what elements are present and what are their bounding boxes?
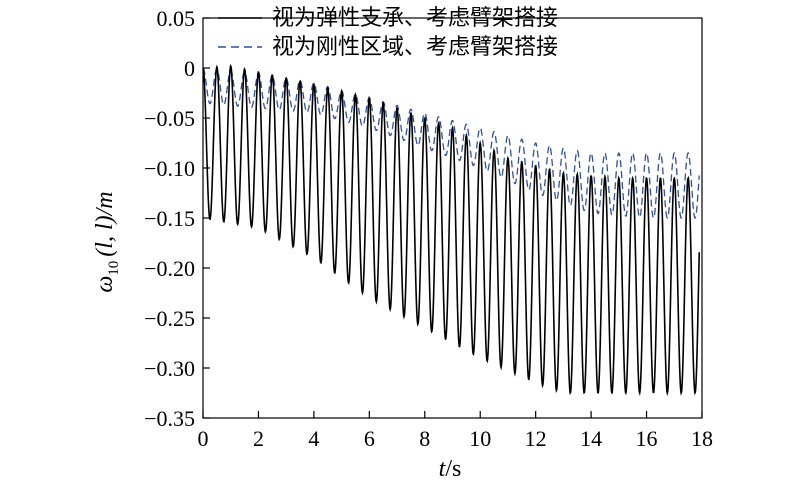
y-tick-label: −0.35: [144, 406, 195, 431]
x-axis-title: t/s: [439, 456, 462, 482]
x-tick-label: 10: [469, 426, 491, 451]
plot-series-group: [202, 63, 701, 397]
y-tick-label: −0.10: [144, 156, 195, 181]
x-tick-label: 2: [253, 426, 264, 451]
series-line-elastic: [202, 63, 701, 397]
y-tick-label: 0: [184, 56, 195, 81]
x-axis-ticks: 0 2 4 6 8 10 12 14 16 18: [198, 411, 713, 451]
legend: 视为弹性支承、考虑臂架搭接 视为刚性区域、考虑臂架搭接: [218, 5, 558, 59]
y-tick-label: −0.30: [144, 356, 195, 381]
y-axis-title: ω10(l, l)/m: [92, 191, 122, 292]
x-tick-label: 6: [364, 426, 375, 451]
y-tick-label: −0.05: [144, 106, 195, 131]
x-tick-label: 8: [419, 426, 430, 451]
y-axis-ticks: 0.05 0 −0.05 −0.10 −0.15 −0.20 −0.25 −0.30 −0.35: [144, 6, 210, 431]
x-tick-label: 4: [308, 426, 319, 451]
x-tick-label: 14: [580, 426, 602, 451]
y-tick-label: −0.20: [144, 256, 195, 281]
y-tick-label: −0.25: [144, 306, 195, 331]
x-tick-label: 0: [198, 426, 209, 451]
x-tick-label: 12: [525, 426, 547, 451]
x-tick-label: 16: [636, 426, 658, 451]
y-tick-label: −0.15: [144, 206, 195, 231]
legend-label-elastic: 视为弹性支承、考虑臂架搭接: [272, 5, 558, 30]
legend-label-rigid: 视为刚性区域、考虑臂架搭接: [272, 34, 558, 59]
y-tick-label: 0.05: [157, 6, 196, 31]
x-tick-label: 18: [691, 426, 713, 451]
series-line-rigid: [202, 67, 700, 220]
